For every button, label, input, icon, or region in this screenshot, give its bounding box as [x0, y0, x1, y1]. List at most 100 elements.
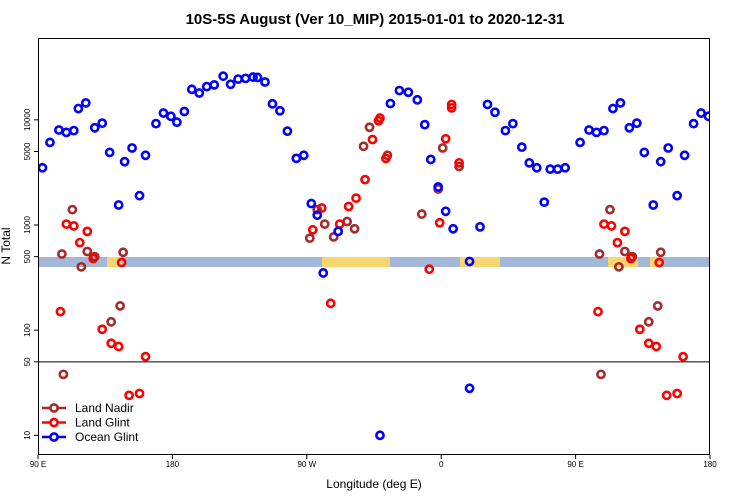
data-point [134, 190, 145, 201]
x-tick-label: 0 [439, 460, 444, 469]
data-point [614, 261, 624, 272]
data-point [634, 324, 645, 335]
data-point [482, 99, 493, 110]
data-point [448, 223, 459, 234]
data-point [45, 137, 55, 148]
data-point [67, 204, 78, 215]
x-tick-label: 90 E [567, 460, 583, 469]
data-point [593, 306, 603, 317]
data-point [648, 200, 659, 210]
data-point [507, 118, 518, 129]
data-point [364, 122, 375, 133]
data-point [351, 193, 361, 204]
data-point [248, 72, 258, 82]
data-point [412, 94, 423, 105]
data-point [260, 77, 270, 87]
data-point [140, 150, 151, 161]
data-point [267, 98, 278, 109]
data-point [140, 351, 151, 362]
legend-item: Ocean Glint [42, 430, 139, 444]
data-point [68, 125, 79, 136]
legend-marker [49, 432, 59, 442]
data-point [82, 246, 93, 257]
data-point [475, 221, 485, 232]
land-mask-strip [38, 257, 710, 267]
data-point [437, 143, 448, 153]
data-point [596, 369, 606, 380]
data-point [316, 203, 327, 213]
data-point [225, 79, 236, 90]
land-segment [460, 257, 500, 267]
data-point [385, 98, 396, 109]
data-point [394, 85, 405, 96]
legend-label: Ocean Glint [75, 430, 139, 444]
data-point [403, 87, 414, 98]
data-point [381, 153, 391, 164]
data-point [127, 143, 137, 153]
data-point [166, 111, 176, 122]
data-point [615, 97, 626, 108]
data-point [186, 84, 197, 95]
data-point [575, 137, 585, 148]
x-tick-label: 90 W [297, 460, 316, 469]
data-point [612, 237, 623, 248]
y-tick-label: 500 [23, 249, 32, 263]
y-tick-label: 100 [23, 323, 32, 337]
data-point [464, 383, 475, 394]
data-point [679, 150, 690, 161]
data-point [606, 221, 617, 231]
data-point [171, 117, 182, 128]
y-axis-label: N Total [0, 227, 13, 264]
data-point [655, 247, 666, 258]
data-point [74, 237, 85, 248]
data-point [619, 226, 630, 237]
data-point [375, 113, 385, 123]
data-point [531, 162, 542, 173]
series-land-glint [55, 99, 689, 401]
chart-title: 10S-5S August (Ver 10_MIP) 2015-01-01 to… [186, 11, 565, 28]
data-point [367, 134, 378, 145]
data-point [454, 157, 465, 168]
data-point [106, 338, 117, 349]
data-point [434, 217, 445, 228]
data-point [599, 125, 609, 136]
data-point [275, 105, 285, 116]
legend-marker [49, 403, 59, 413]
data-point [643, 316, 654, 327]
data-point [608, 103, 618, 114]
data-point [312, 204, 323, 215]
data-point [446, 102, 457, 113]
data-point [655, 156, 666, 167]
data-point [672, 190, 683, 201]
data-point [349, 223, 360, 234]
legend-item: Land Glint [42, 416, 130, 430]
data-point [433, 182, 444, 192]
land-segment [608, 257, 638, 267]
data-point [124, 390, 134, 401]
data-point [360, 174, 370, 185]
data-point [661, 390, 672, 401]
legend-label: Land Nadir [75, 401, 134, 415]
data-point [113, 200, 124, 210]
y-tick-label: 10 [23, 430, 32, 439]
legend-marker [49, 417, 59, 428]
data-point [113, 341, 124, 352]
data-point [158, 108, 169, 118]
data-points [38, 71, 710, 441]
land-segment [117, 257, 122, 267]
data-point [594, 249, 605, 259]
data-point [291, 153, 302, 164]
data-point [76, 261, 87, 272]
axis-ticks: 90 E 180 90 W 0 90 E 180 10 50 100 500 1000 5000 100… [23, 108, 717, 469]
data-point [639, 147, 650, 158]
data-point [115, 301, 126, 311]
data-point [625, 253, 636, 264]
data-point [282, 126, 293, 137]
data-point [134, 388, 145, 399]
data-point [605, 204, 615, 215]
data-point [454, 161, 465, 172]
data-point [88, 253, 99, 264]
data-point [218, 71, 229, 82]
data-point [151, 118, 161, 129]
